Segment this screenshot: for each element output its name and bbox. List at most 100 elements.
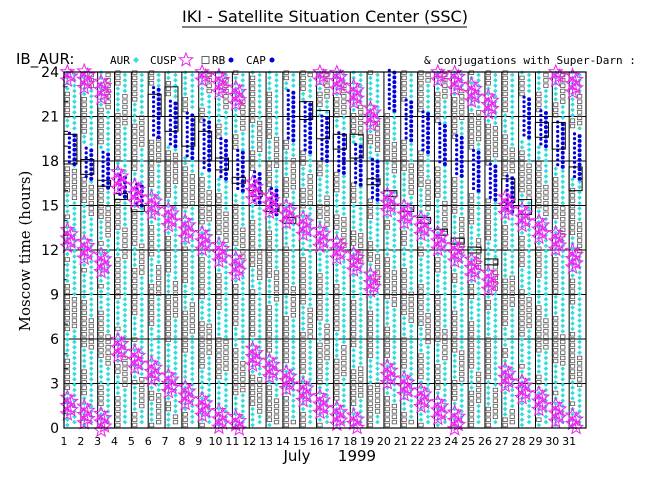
rb-marker <box>81 97 87 102</box>
cap-marker <box>404 122 408 126</box>
rb-marker <box>233 145 239 150</box>
cusp-marker <box>227 408 244 424</box>
rb-marker <box>132 155 138 161</box>
rb-marker <box>165 251 171 257</box>
rb-marker <box>266 230 273 235</box>
aur-marker <box>122 291 128 297</box>
rb-marker <box>148 246 155 252</box>
rb-marker <box>233 209 239 214</box>
aur-marker <box>173 259 178 265</box>
aur-marker <box>132 118 138 123</box>
aur-marker <box>173 398 178 404</box>
aur-marker <box>257 318 262 323</box>
cap-marker <box>375 169 380 174</box>
aur-marker <box>156 254 161 259</box>
rb-marker <box>132 86 138 91</box>
rb-marker <box>148 139 155 145</box>
rb-marker <box>105 350 111 355</box>
legend-label: RB <box>212 54 226 67</box>
rb-marker <box>182 97 188 102</box>
cap-marker <box>438 150 442 154</box>
cusp-marker <box>264 364 281 380</box>
cusp-marker <box>163 204 180 221</box>
rb-marker <box>283 267 289 273</box>
cap-marker <box>409 123 414 128</box>
rb-marker <box>98 326 104 332</box>
cusp-marker <box>210 252 227 269</box>
aur-marker <box>105 190 111 195</box>
rb-marker <box>139 126 145 131</box>
aur-marker <box>72 238 77 243</box>
aur-marker <box>274 302 279 307</box>
cusp-marker <box>130 181 147 197</box>
aur-marker <box>206 115 212 120</box>
cap-marker <box>151 123 156 128</box>
aur-marker <box>216 390 222 396</box>
aur-marker <box>257 99 262 104</box>
cap-marker <box>510 190 515 195</box>
cusp-marker <box>59 71 76 88</box>
cusp-marker <box>79 75 96 91</box>
cap-marker <box>156 87 161 92</box>
aur-marker <box>223 126 229 131</box>
aur-marker <box>149 385 154 390</box>
rb-marker <box>199 422 205 428</box>
aur-marker <box>65 262 70 268</box>
aur-marker <box>199 86 205 91</box>
cusp-marker <box>59 229 76 245</box>
cusp-marker <box>93 263 110 279</box>
aur-marker <box>182 294 188 300</box>
rb-marker <box>81 342 87 348</box>
aur-marker <box>115 385 121 390</box>
aur-marker <box>149 267 154 273</box>
aur-marker <box>190 345 195 350</box>
legend-cap-dot <box>228 57 234 63</box>
cusp-marker <box>93 255 110 271</box>
cap-marker <box>219 137 223 141</box>
cusp-marker <box>160 375 177 391</box>
rb-marker <box>132 129 138 134</box>
cap-marker <box>207 148 212 153</box>
cap-marker <box>488 172 492 176</box>
cusp-marker <box>96 85 113 101</box>
aur-marker <box>199 380 205 385</box>
rb-marker <box>132 300 138 305</box>
cap-marker <box>84 155 88 160</box>
rb-marker <box>283 358 289 364</box>
aur-marker <box>105 371 111 377</box>
rb-marker <box>115 401 121 406</box>
aur-marker <box>190 286 195 291</box>
cap-marker <box>522 104 526 109</box>
cap-marker <box>488 162 492 166</box>
rb-marker <box>216 209 222 214</box>
aur-marker <box>65 123 70 129</box>
aur-marker <box>216 380 222 385</box>
cap-marker <box>556 144 560 148</box>
aur-marker <box>182 374 188 380</box>
cusp-marker <box>160 366 177 383</box>
aur-marker <box>173 88 178 94</box>
rb-marker <box>165 262 171 268</box>
cap-marker <box>404 131 408 135</box>
aur-marker <box>173 232 178 238</box>
cap-marker <box>337 131 341 135</box>
cap-marker <box>556 129 560 134</box>
aur-marker <box>156 179 161 185</box>
cap-marker <box>409 133 414 138</box>
aur-marker <box>139 206 145 211</box>
cap-marker <box>223 176 228 181</box>
aur-marker <box>173 323 178 329</box>
aur-marker <box>139 152 145 158</box>
rb-marker <box>182 107 188 113</box>
rb-marker <box>233 134 239 139</box>
rb-marker <box>199 364 205 369</box>
rb-marker <box>199 332 205 337</box>
aur-marker <box>199 369 205 374</box>
rb-marker <box>105 222 111 227</box>
aur-marker <box>115 241 121 246</box>
cap-marker <box>240 155 245 160</box>
cap-marker <box>527 106 532 111</box>
aur-marker <box>206 393 212 398</box>
cap-marker <box>325 149 330 154</box>
aur-marker <box>240 72 246 78</box>
